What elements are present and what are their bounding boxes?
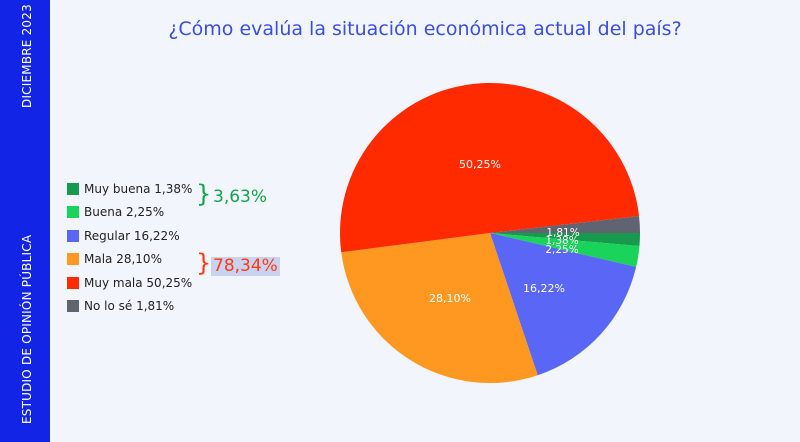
legend-item: No lo sé 1,81%	[67, 295, 192, 319]
slice-data-label: 28,10%	[429, 292, 471, 305]
positive-summary: 3,63%	[213, 187, 268, 207]
pie-slice-regular	[490, 233, 637, 376]
legend-item: Regular 16,22%	[67, 224, 192, 248]
legend-label: No lo sé 1,81%	[84, 299, 175, 314]
legend: Muy buena 1,38% Buena 2,25% Regular 16,2…	[67, 177, 192, 318]
negative-brace: }	[196, 249, 212, 277]
legend-label: Muy mala 50,25%	[84, 275, 193, 290]
legend-item: Buena 2,25%	[67, 201, 192, 225]
pie-slice-muy-buena	[490, 233, 640, 246]
negative-summary: 78,34%	[211, 256, 280, 276]
pie-slice-no-lo-sé	[490, 215, 640, 233]
positive-brace: }	[196, 180, 212, 208]
slice-data-label: 2,25%	[545, 244, 578, 256]
pie-slice-mala	[341, 233, 538, 384]
chart-title: ¿Cómo evalúa la situación económica actu…	[168, 18, 682, 40]
legend-label: Regular 16,22%	[84, 228, 180, 243]
sidebar: DICIEMBRE 2023 ESTUDIO DE OPINIÓN PÚBLIC…	[0, 0, 50, 442]
legend-swatch	[67, 206, 79, 219]
legend-swatch	[67, 182, 79, 195]
legend-label: Muy buena 1,38%	[84, 181, 193, 196]
pie-slice-buena	[490, 233, 640, 267]
legend-swatch	[67, 300, 79, 313]
slice-data-label: 1,38%	[545, 235, 578, 247]
legend-item: Mala 28,10%	[67, 248, 192, 272]
legend-item: Muy buena 1,38%	[67, 177, 192, 201]
legend-swatch	[67, 253, 79, 266]
legend-swatch	[67, 276, 79, 289]
legend-item: Muy mala 50,25%	[67, 271, 192, 295]
legend-label: Buena 2,25%	[84, 205, 165, 220]
legend-swatch	[67, 229, 79, 242]
pie-slice-muy-mala	[340, 83, 640, 253]
slice-data-label: 50,25%	[459, 158, 501, 171]
slice-data-label: 1,81%	[546, 227, 579, 239]
legend-label: Mala 28,10%	[84, 252, 162, 267]
slice-data-label: 16,22%	[523, 282, 565, 295]
